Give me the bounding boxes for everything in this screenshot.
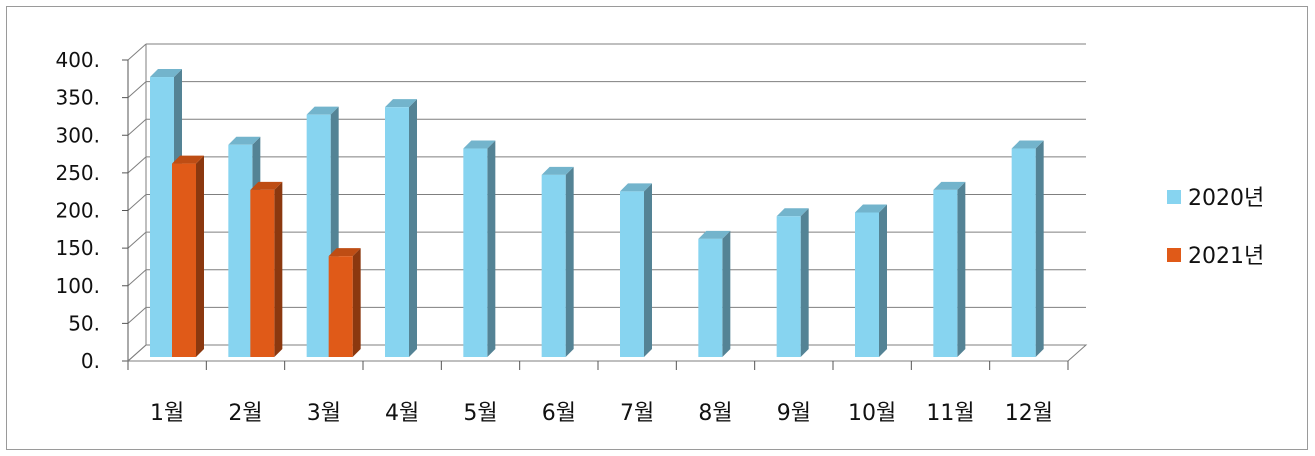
bar-side — [957, 181, 966, 357]
y-tick-label: 200. — [55, 199, 100, 223]
bar — [541, 174, 566, 357]
bar-top — [172, 155, 204, 164]
bar-side — [722, 230, 731, 357]
gridline-side — [127, 269, 147, 287]
legend-label: 2020년 — [1188, 186, 1264, 211]
bar — [463, 148, 488, 357]
x-tick-label: 7월 — [620, 401, 654, 426]
bar-top — [306, 106, 339, 115]
y-tick-label: 250. — [55, 161, 100, 185]
bar-top — [228, 136, 261, 145]
legend-label: 2021년 — [1188, 244, 1264, 269]
x-tick-label: 8월 — [698, 401, 732, 426]
bar-side — [409, 99, 417, 358]
gridline-side — [127, 43, 147, 61]
x-tick-label: 11월 — [926, 401, 974, 426]
y-tick-label: 350. — [55, 86, 100, 110]
x-tick-label: 2월 — [228, 401, 262, 426]
legend-swatch — [1167, 190, 1181, 204]
bar-side — [644, 183, 652, 357]
bar — [306, 114, 331, 357]
bar-side — [487, 140, 496, 357]
bar-side — [196, 155, 204, 357]
bar — [250, 189, 275, 357]
bar — [620, 191, 644, 357]
x-tick-label: 1월 — [150, 401, 184, 426]
bar-top — [463, 140, 496, 149]
gridline-side — [127, 307, 147, 324]
y-tick-label: 0. — [81, 349, 100, 373]
x-tick-label: 9월 — [777, 401, 811, 426]
bar — [328, 256, 353, 357]
bar-side — [352, 248, 361, 357]
bar — [150, 77, 174, 358]
x-tick-label: 3월 — [307, 401, 341, 426]
y-tick-label: 50. — [68, 311, 100, 335]
bar-top — [933, 181, 966, 190]
x-tick-label: 5월 — [463, 401, 497, 426]
bar-top — [776, 208, 809, 217]
x-tick-label: 6월 — [542, 401, 576, 426]
bar-top — [1011, 140, 1044, 149]
bar-side — [274, 181, 283, 357]
bar-top — [150, 69, 182, 78]
bar-top — [698, 230, 731, 239]
bar — [776, 216, 801, 357]
bar — [855, 212, 879, 357]
gridline-side — [127, 156, 147, 174]
gridline-side — [127, 231, 147, 249]
legend-swatch — [1167, 248, 1181, 262]
bar-top — [250, 181, 283, 190]
x-tick-label: 4월 — [385, 401, 419, 426]
chart-frame — [6, 6, 1308, 450]
bar-side — [800, 208, 809, 357]
bar — [1011, 148, 1036, 357]
bar-side — [565, 166, 574, 357]
y-tick-label: 400. — [55, 48, 100, 72]
bar — [228, 144, 253, 357]
x-tick-label: 12월 — [1005, 401, 1053, 426]
bar-top — [328, 248, 361, 257]
y-tick-label: 300. — [55, 123, 100, 147]
gridline-side — [127, 118, 147, 136]
bar — [385, 107, 409, 358]
gridline-side — [127, 81, 147, 98]
bar-side — [879, 204, 887, 357]
y-tick-label: 150. — [55, 236, 100, 260]
bar-side — [1035, 140, 1044, 357]
bar-top — [855, 204, 887, 213]
bar-top — [385, 99, 417, 108]
bar — [933, 189, 958, 357]
gridline-side — [127, 194, 147, 211]
y-tick-label: 100. — [55, 274, 100, 298]
bar-top — [541, 166, 574, 175]
bar-top — [620, 183, 652, 192]
bar — [698, 238, 723, 357]
bar — [172, 163, 196, 357]
x-tick-label: 10월 — [848, 401, 896, 426]
